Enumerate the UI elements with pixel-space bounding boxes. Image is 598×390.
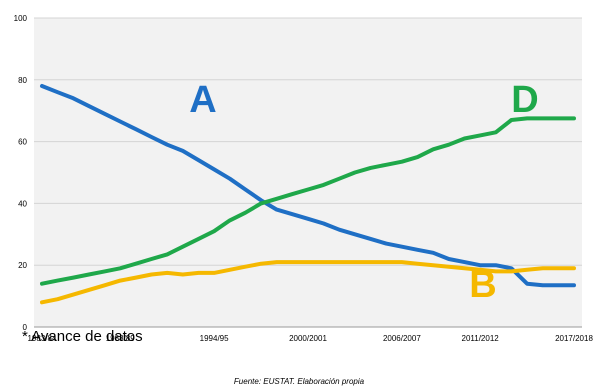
source-note: Fuente: EUSTAT. Elaboración propia [233, 377, 365, 386]
series-line-a [40, 84, 576, 288]
footnote: * Avance de datos [22, 328, 143, 345]
y-tick-label: 0 [23, 323, 28, 332]
y-tick-label: 20 [18, 261, 27, 270]
x-tick-label: 2006/2007 [383, 334, 421, 343]
series-label-a: A [189, 79, 216, 121]
series-line-b [40, 260, 576, 305]
y-tick-label: 40 [18, 199, 27, 208]
y-tick-label: 100 [14, 14, 28, 23]
x-tick-label: 1994/95 [200, 334, 229, 343]
x-tick-label: 2017/2018 [555, 334, 593, 343]
x-tick-label: 1988/89 [106, 334, 135, 343]
y-tick-label: 60 [18, 138, 27, 147]
x-tick-label: 1983/84 [28, 334, 57, 343]
series-label-b: B [469, 264, 496, 306]
x-tick-label: 2011/2012 [462, 334, 500, 343]
series-label-d: D [511, 79, 538, 121]
y-tick-label: 80 [18, 76, 27, 85]
series-line-d [40, 116, 576, 286]
x-tick-label: 2000/2001 [289, 334, 327, 343]
plot-area [34, 18, 582, 327]
